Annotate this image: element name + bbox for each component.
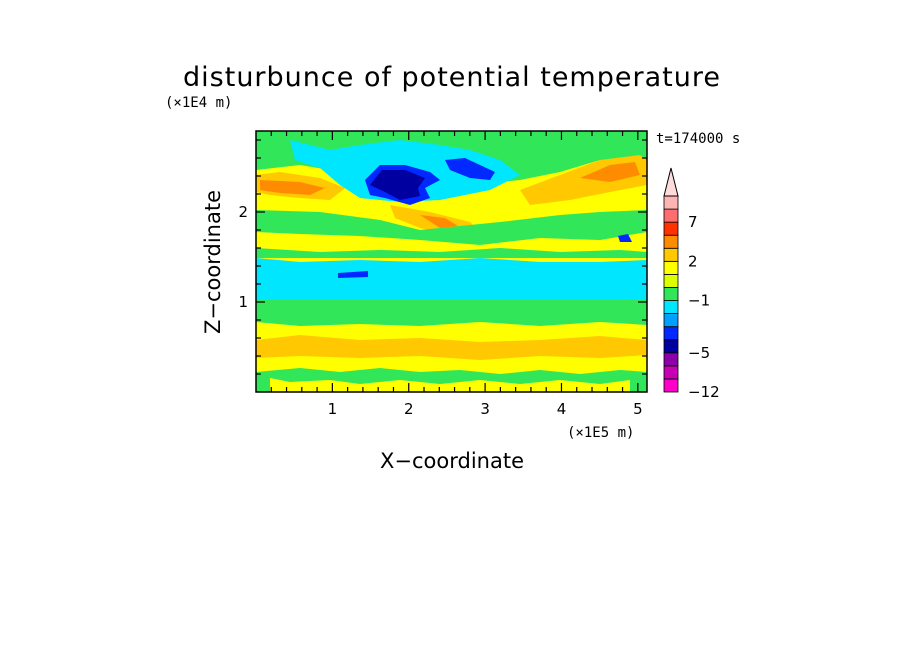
x-tick-label: 2 [404,400,414,418]
colorbar-segment [663,339,679,354]
colorbar-segment [663,378,679,393]
field-blue-upper-right [445,158,495,180]
field-lower-green-band [256,248,647,258]
colorbar-label: 2 [688,252,698,270]
x-scale-label: (×1E5 m) [567,425,634,441]
field-lower-orange-band [256,335,647,360]
field-mid-orange-core [420,215,458,228]
colorbar-segment [663,221,679,236]
chart-title: disturbunce of potential temperature [183,62,721,93]
field-left-orange-core [260,180,325,195]
colorbar-segment [663,234,679,249]
y-axis-label: Z−coordinate [201,190,225,334]
colorbar-segment [663,326,679,341]
y-tick-label: 2 [238,203,248,221]
colorbar-arrow [663,167,679,197]
field-lower-green-band-2 [256,300,647,326]
x-axis-label: X−coordinate [380,449,524,473]
x-tick-label: 4 [557,400,567,418]
colorbar-label: −12 [688,383,720,401]
contour-field [256,131,647,392]
colorbar-segment [663,300,679,314]
plot-frame [255,130,648,393]
colorbar-segment [663,352,679,367]
y-tick-label: 1 [238,293,248,311]
field-bottom-yellow-speckle [270,378,630,392]
colorbar-segment [663,260,679,275]
y-axis-ticks: 12 [238,139,647,375]
x-axis-ticks: 1 2 3 4 5 [270,131,643,418]
field-mid-cyan-band [256,258,647,306]
field-navy-core [370,170,425,200]
colorbar-segment [663,313,679,328]
field-blue-small-right [618,234,632,242]
field-mid-green-band [256,210,647,245]
colorbar-segment [663,247,679,262]
colorbar-label: 7 [688,213,698,231]
field-right-orange-core [580,162,640,182]
colorbar-segment [663,208,679,223]
colorbar-label: −5 [688,344,710,362]
field-blue-streak-left [338,271,368,278]
colorbar-segment [663,195,679,210]
y-scale-label: (×1E4 m) [165,95,232,111]
colorbar-segment [663,287,679,301]
x-tick-label: 3 [480,400,490,418]
colorbar: −12−5−127 [663,167,720,401]
colorbar-segment [663,273,679,288]
time-label: t=174000 s [656,131,740,147]
colorbar-label: −1 [688,292,710,310]
colorbar-segment [663,365,679,380]
x-tick-label: 5 [633,400,643,418]
x-tick-label: 1 [328,400,338,418]
